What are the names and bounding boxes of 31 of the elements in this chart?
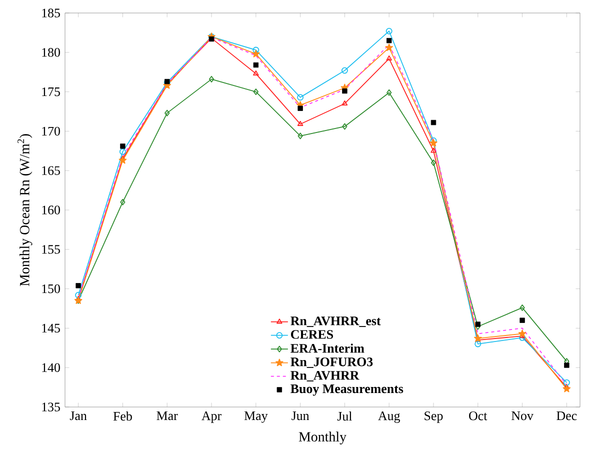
legend-label: CERES <box>290 330 333 339</box>
y-tick-label: 145 <box>42 324 60 333</box>
x-tick-label: Sep <box>424 412 443 423</box>
x-tick-label: Jun <box>292 412 310 420</box>
x-tick-label: Feb <box>113 412 132 421</box>
legend-label: Rn_AVHRR_est <box>290 316 381 327</box>
x-tick-label: Mar <box>156 412 178 420</box>
y-tick-label: 165 <box>42 166 60 175</box>
y-tick-label: 170 <box>42 126 60 136</box>
x-tick-label: Jul <box>337 412 352 421</box>
legend-label: Buoy Measurements <box>290 384 404 396</box>
legend-label: Rn_AVHRR <box>290 371 360 382</box>
x-tick-label: Jan <box>70 412 87 420</box>
y-axis-title: Monthly Ocean Rn (W/m$^{2}$) <box>18 134 32 286</box>
legend-label: ERA-Interim <box>290 344 364 353</box>
y-tick-label: 175 <box>42 87 60 96</box>
x-tick-label: Nov <box>512 412 534 420</box>
y-tick-label: 150 <box>42 284 60 294</box>
y-tick-label: 185 <box>42 8 60 18</box>
y-tick-label: 180 <box>42 48 60 57</box>
x-tick-label: Aug <box>378 412 400 423</box>
y-tick-label: 140 <box>42 363 60 372</box>
x-tick-label: Apr <box>202 412 222 423</box>
x-axis-title: Monthly <box>298 432 346 444</box>
x-tick-label: Oct <box>469 412 488 420</box>
x-tick-label: May <box>244 412 268 423</box>
y-tick-label: 155 <box>42 245 60 254</box>
legend-label: Rn_JOFURO3 <box>290 358 373 368</box>
y-tick-label: 135 <box>42 402 60 412</box>
x-tick-label: Dec <box>556 412 577 420</box>
y-tick-label: 160 <box>42 206 60 214</box>
